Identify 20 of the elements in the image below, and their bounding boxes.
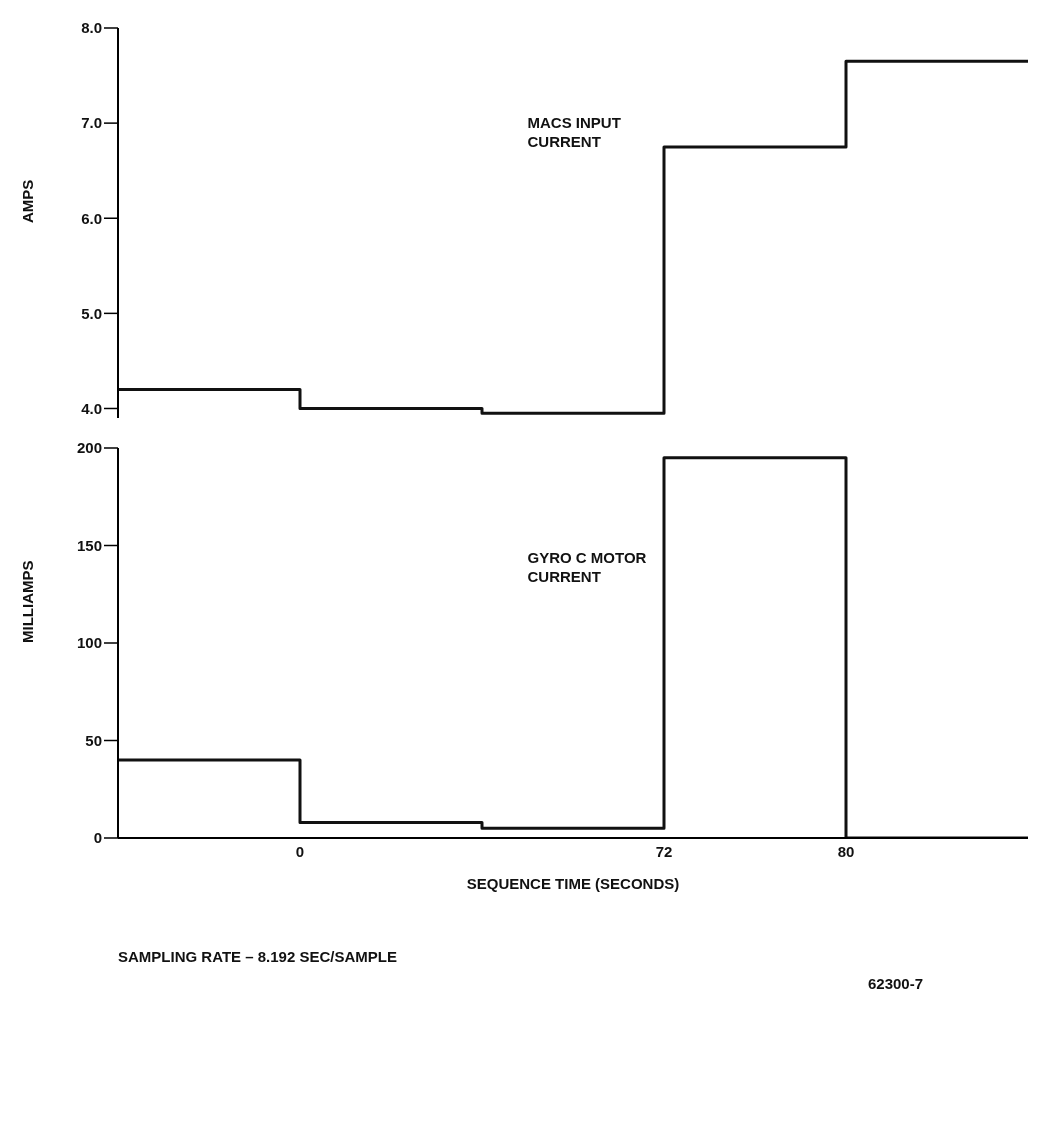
series-label: GYRO C MOTOR CURRENT [527,548,648,586]
y-tick-label: 7.0 [81,114,102,132]
text: 62300-7 [868,975,925,992]
x-tick-label: 72 [655,842,673,860]
text: MACS INPUT CURRENT [527,113,622,151]
text: SAMPLING RATE – 8.192 SEC/SAMPLE [118,948,398,965]
y-tick-label: 5.0 [81,304,102,322]
y-axis-title: AMPS [19,179,37,223]
y-tick-label: 50 [85,731,102,749]
y-tick-label: 6.0 [81,209,102,227]
x-tick-label: 80 [837,842,855,860]
y-tick-label: 8.0 [81,19,102,37]
y-tick-label: 4.0 [81,399,102,417]
y-axis-title: MILLIAMPS [19,560,37,643]
x-axis-title: SEQUENCE TIME (SECONDS) [466,874,680,892]
y-tick-label: 150 [76,536,102,554]
y-tick-label: 200 [76,439,102,457]
y-tick-label: 0 [93,829,102,847]
x-tick-label: 0 [295,842,305,860]
y-tick-label: 100 [76,634,102,652]
